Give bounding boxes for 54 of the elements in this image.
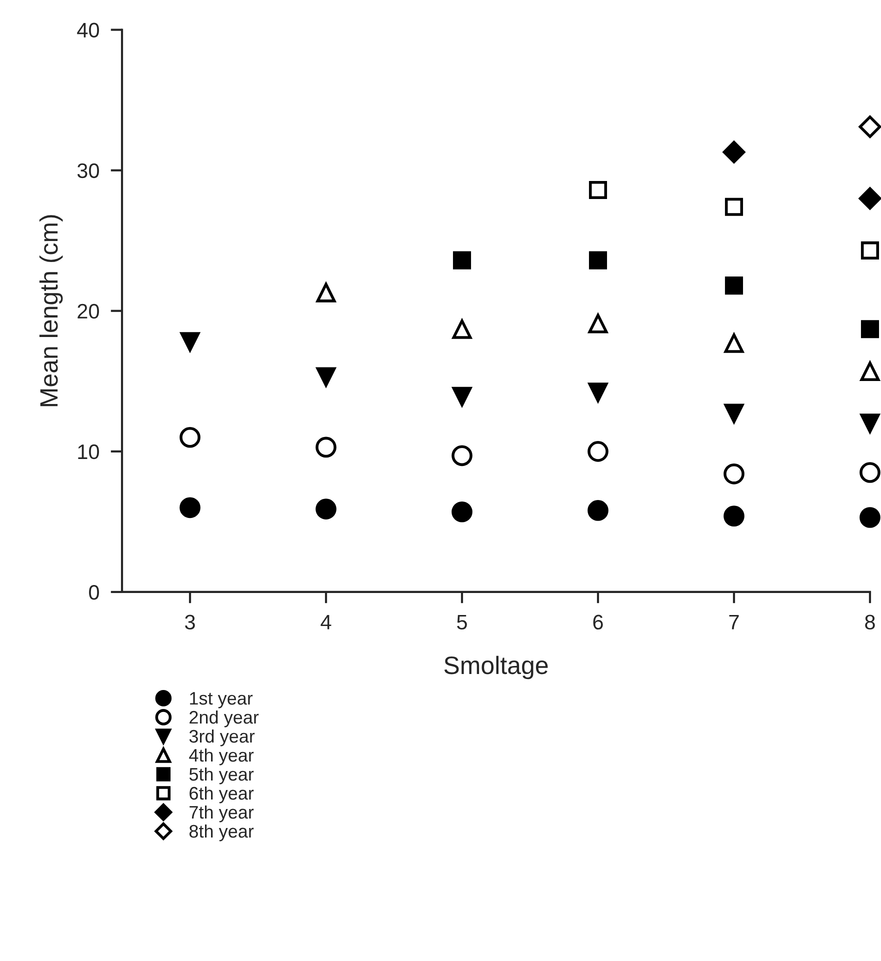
legend-label: 2nd year (190, 710, 259, 728)
point (860, 414, 880, 434)
point (588, 180, 608, 200)
point (452, 251, 472, 270)
point (724, 198, 744, 216)
point (860, 507, 880, 528)
legend-label: 8th year (189, 824, 254, 842)
point (452, 445, 472, 466)
x-tick-label: 5 (457, 614, 467, 630)
point (316, 282, 336, 302)
y-tick-label: 10 (78, 444, 99, 460)
point (180, 497, 200, 518)
point (452, 319, 472, 339)
x-tick-label: 4 (320, 614, 332, 630)
legend-label: 3rd year (189, 729, 255, 746)
legend-label: 5th year (189, 767, 254, 784)
legend-label: 6th year (190, 786, 254, 804)
x-tick-label: 7 (729, 614, 739, 630)
legend-label: 1st year (190, 692, 253, 708)
y-axis-title: Mean length (cm) (39, 215, 63, 406)
point (724, 464, 744, 484)
point (860, 241, 880, 260)
point (860, 320, 880, 338)
point (588, 500, 608, 521)
point (858, 187, 881, 210)
point (724, 404, 744, 424)
point (452, 386, 472, 406)
y-tick-label: 30 (77, 163, 99, 178)
point (316, 498, 336, 520)
point (724, 506, 744, 526)
point (860, 362, 880, 382)
point (316, 436, 336, 458)
point (588, 441, 608, 462)
point (452, 501, 472, 522)
point (588, 251, 608, 270)
x-axis-title: Smoltage (444, 656, 548, 680)
y-tick-label: 0 (89, 584, 99, 600)
point (588, 382, 608, 402)
y-tick-label: 20 (78, 304, 99, 319)
legend-label: 7th year (190, 805, 254, 822)
x-tick-label: 6 (593, 614, 603, 630)
point (858, 116, 881, 138)
point (588, 314, 608, 334)
point (180, 332, 200, 352)
x-tick-label: 8 (865, 614, 875, 630)
point (724, 276, 744, 295)
point (860, 462, 880, 483)
x-tick-label: 3 (185, 614, 195, 630)
point (724, 333, 744, 353)
legend-label: 4th year (189, 748, 254, 766)
point (722, 140, 746, 164)
y-tick-label: 40 (77, 22, 99, 38)
point (316, 367, 336, 387)
point (180, 426, 200, 448)
